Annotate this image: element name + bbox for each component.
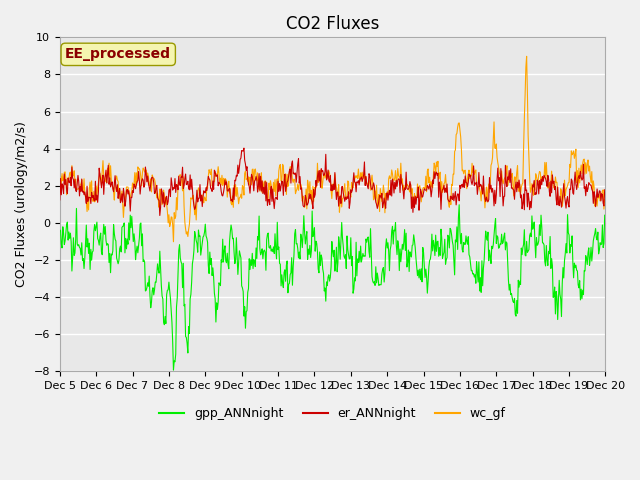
wc_gf: [56, 191, 63, 197]
wc_gf: [399, 188, 407, 193]
gpp_ANNnight: [122, 236, 129, 241]
er_ANNnight: [122, 198, 129, 204]
gpp_ANNnight: [207, 262, 214, 267]
er_ANNnight: [178, 175, 186, 180]
gpp_ANNnight: [455, 202, 463, 208]
gpp_ANNnight: [178, 261, 186, 267]
wc_gf: [178, 179, 186, 184]
gpp_ANNnight: [399, 246, 407, 252]
wc_gf: [170, 239, 177, 245]
er_ANNnight: [56, 197, 63, 203]
wc_gf: [66, 170, 74, 176]
gpp_ANNnight: [66, 236, 74, 241]
wc_gf: [207, 171, 214, 177]
gpp_ANNnight: [601, 212, 609, 218]
er_ANNnight: [66, 180, 74, 186]
gpp_ANNnight: [56, 228, 63, 234]
er_ANNnight: [240, 145, 248, 151]
wc_gf: [122, 193, 129, 199]
Line: er_ANNnight: er_ANNnight: [60, 148, 605, 216]
er_ANNnight: [207, 185, 214, 191]
er_ANNnight: [400, 196, 408, 202]
er_ANNnight: [601, 187, 609, 192]
wc_gf: [523, 53, 531, 59]
gpp_ANNnight: [170, 367, 177, 373]
Line: gpp_ANNnight: gpp_ANNnight: [60, 205, 605, 370]
wc_gf: [601, 197, 609, 203]
Title: CO2 Fluxes: CO2 Fluxes: [286, 15, 380, 33]
Y-axis label: CO2 Fluxes (urology/m2/s): CO2 Fluxes (urology/m2/s): [15, 121, 28, 287]
Line: wc_gf: wc_gf: [60, 56, 605, 242]
wc_gf: [415, 185, 423, 191]
er_ANNnight: [156, 213, 164, 218]
Legend: gpp_ANNnight, er_ANNnight, wc_gf: gpp_ANNnight, er_ANNnight, wc_gf: [154, 402, 511, 425]
Text: EE_processed: EE_processed: [65, 48, 172, 61]
gpp_ANNnight: [415, 275, 423, 281]
er_ANNnight: [416, 198, 424, 204]
